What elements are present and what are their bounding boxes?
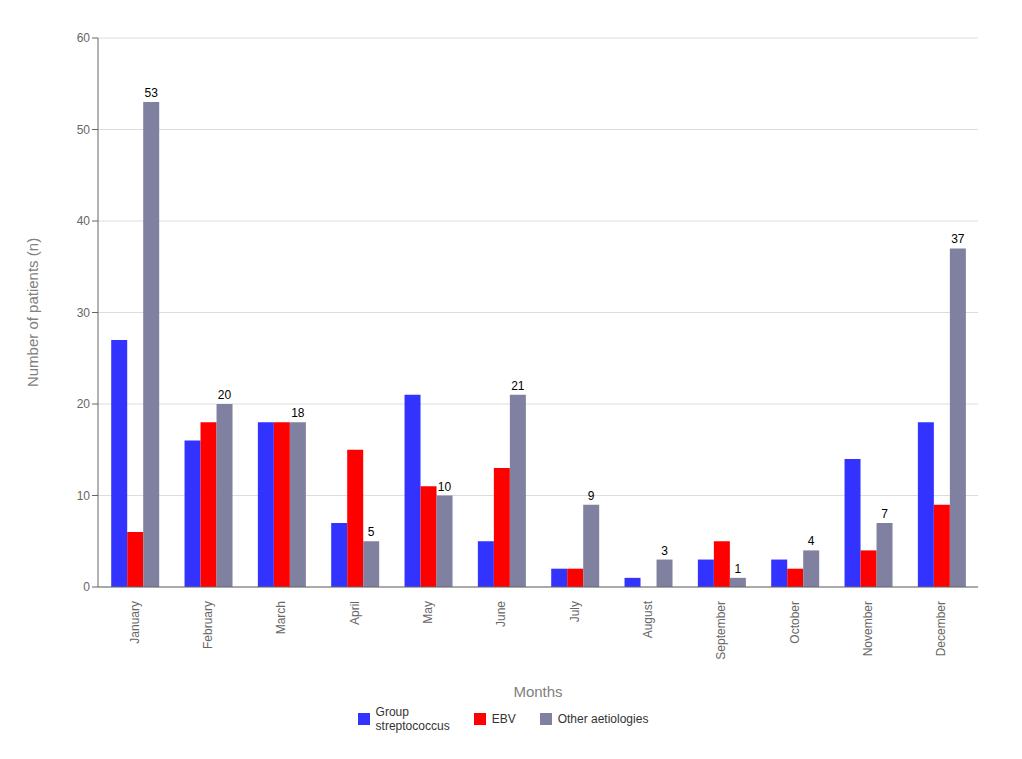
svg-text:Months: Months: [513, 683, 562, 700]
svg-text:10: 10: [438, 480, 452, 494]
svg-text:7: 7: [881, 507, 888, 521]
svg-text:37: 37: [951, 232, 965, 246]
svg-text:November: November: [861, 601, 875, 656]
svg-text:10: 10: [77, 489, 91, 503]
svg-text:April: April: [348, 601, 362, 625]
svg-text:4: 4: [808, 534, 815, 548]
svg-text:1: 1: [735, 562, 742, 576]
svg-text:Number of patients (n): Number of patients (n): [24, 238, 41, 387]
svg-text:9: 9: [588, 489, 595, 503]
svg-text:May: May: [421, 601, 435, 624]
svg-text:40: 40: [77, 214, 91, 228]
svg-text:18: 18: [291, 406, 305, 420]
svg-text:January: January: [128, 601, 142, 644]
svg-text:60: 60: [77, 31, 91, 45]
svg-text:20: 20: [218, 388, 232, 402]
svg-text:July: July: [568, 601, 582, 622]
svg-text:5: 5: [368, 525, 375, 539]
svg-text:September: September: [714, 601, 728, 660]
svg-text:June: June: [494, 601, 508, 627]
svg-text:December: December: [934, 601, 948, 656]
html-text:EBV: EBV: [491, 712, 516, 726]
svg-text:30: 30: [77, 306, 91, 320]
svg-text:October: October: [788, 601, 802, 644]
svg-text:0: 0: [83, 580, 90, 594]
svg-text:3: 3: [661, 544, 668, 558]
html-text:Group streptococcus: Group streptococcus: [375, 705, 450, 733]
svg-text:March: March: [274, 601, 288, 634]
html-text:Other aetiologies: Other aetiologies: [557, 712, 649, 726]
svg-text:50: 50: [77, 123, 91, 137]
svg-text:53: 53: [145, 86, 159, 100]
svg-text:21: 21: [511, 379, 525, 393]
svg-text:February: February: [201, 601, 215, 649]
svg-text:20: 20: [77, 397, 91, 411]
svg-text:August: August: [641, 600, 655, 638]
